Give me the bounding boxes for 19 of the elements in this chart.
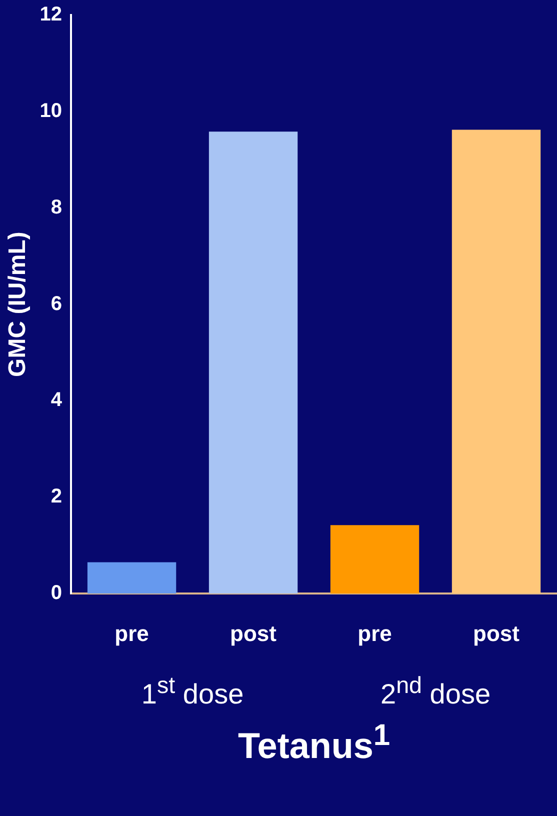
y-tick-label: 12	[40, 4, 62, 26]
text: 1$^{st}$ dose	[141, 672, 244, 710]
x-tick-label: post	[230, 620, 278, 646]
bar	[330, 525, 420, 594]
x-tick-label: post	[473, 620, 520, 646]
y-tick-label: 2	[50, 486, 62, 508]
y-tick-label: 6	[50, 292, 62, 315]
y-tick-label: 8	[50, 196, 62, 218]
y-axis-title: GMC (IU/mL)	[4, 232, 32, 377]
bar	[452, 130, 541, 594]
bar	[87, 562, 176, 594]
bar	[208, 132, 298, 594]
x-tick-label: pre	[358, 620, 392, 646]
x-axis-title: Tetanus$^{1}$	[238, 718, 390, 767]
y-tick-label: 4	[50, 389, 63, 412]
y-tick-label: 0	[50, 582, 62, 604]
y-tick-label: 10	[40, 100, 62, 122]
text: 2$^{nd}$ dose	[380, 672, 491, 710]
x-tick-label: pre	[114, 620, 149, 646]
